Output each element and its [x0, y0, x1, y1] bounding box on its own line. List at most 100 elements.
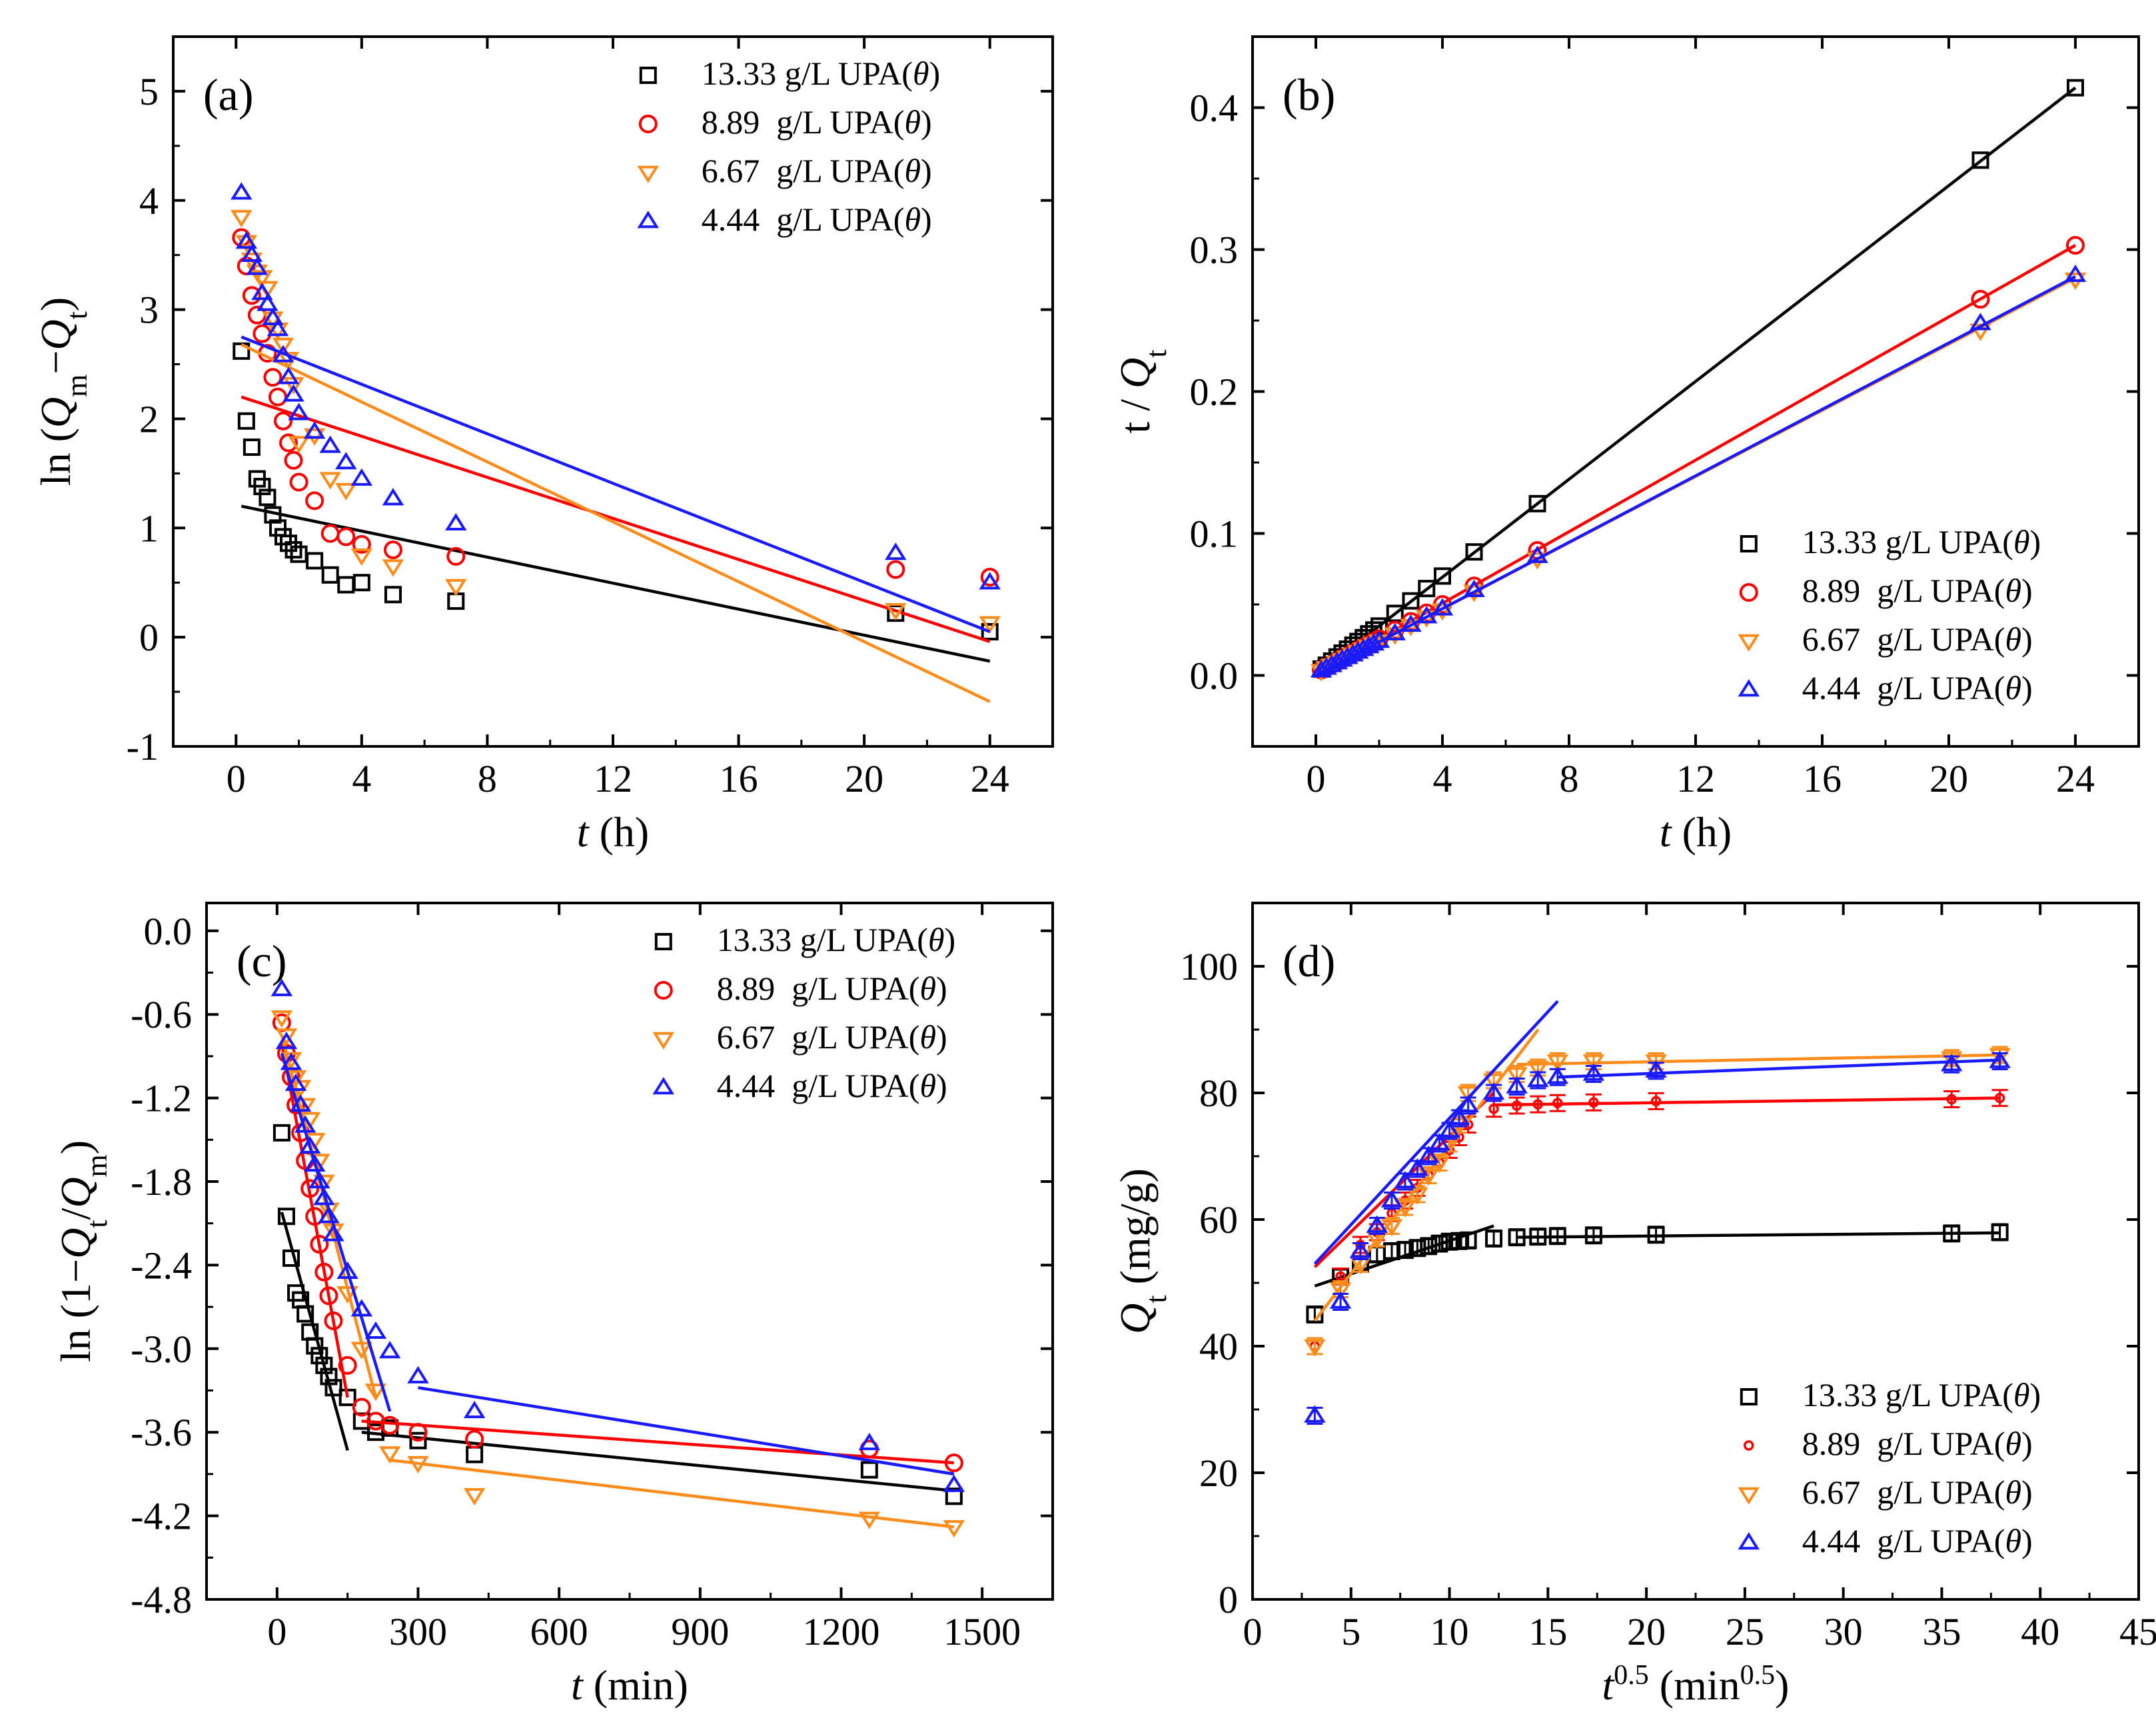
- legend-entry: 8.89 g/L UPA(θ): [1802, 572, 2033, 609]
- data-point: [886, 560, 905, 579]
- data-point: [320, 524, 340, 543]
- fit-line: [280, 1042, 349, 1398]
- data-point: [308, 1171, 330, 1189]
- data-point: [262, 311, 284, 329]
- data-point: [2066, 236, 2085, 255]
- data-point: [858, 1433, 881, 1451]
- data-point: [364, 1321, 387, 1339]
- data-point: [1506, 1076, 1528, 1094]
- data-point: [1396, 1241, 1414, 1259]
- data-point: [1511, 1100, 1522, 1111]
- data-point: [267, 319, 289, 337]
- data-point: [1450, 1232, 1468, 1250]
- panel-label: (d): [1283, 936, 1335, 986]
- data-point: [336, 1261, 358, 1280]
- y-tick-label: -3.6: [131, 1411, 192, 1454]
- legend: 13.33 g/L UPA(θ) 8.89 g/L UPA(θ) 6.67 g/L …: [1738, 1376, 2041, 1559]
- data-point: [275, 1028, 298, 1046]
- data-point: [1991, 1224, 2009, 1241]
- legend-entry: 13.33 g/L UPA(θ): [1802, 1376, 2041, 1413]
- data-point: [1459, 1232, 1477, 1250]
- data-point: [303, 421, 326, 439]
- data-point: [231, 210, 253, 228]
- legend: 13.33 g/L UPA(θ) 8.89 g/L UPA(θ) 6.67 g/L …: [1738, 523, 2041, 706]
- legend-marker: [1738, 634, 1760, 652]
- data-point: [1528, 494, 1546, 512]
- data-point: [259, 488, 276, 506]
- data-point: [1304, 1339, 1326, 1357]
- data-point: [382, 559, 404, 577]
- data-point: [380, 1415, 400, 1435]
- legend-entry: 13.33 g/L UPA(θ): [1802, 523, 2041, 560]
- data-point: [335, 452, 357, 470]
- y-tick-label: 0.3: [1190, 229, 1239, 272]
- data-point: [1582, 1054, 1605, 1072]
- y-axis-label: ln (1−Qt/Qm): [52, 1140, 113, 1362]
- legend-entry: 4.44 g/L UPA(θ): [1802, 1522, 2033, 1559]
- legend-entry: 6.67 g/L UPA(θ): [717, 1018, 947, 1056]
- legend-entry: 6.67 g/L UPA(θ): [1802, 1473, 2033, 1511]
- data-point: [336, 527, 356, 546]
- panel-label: (c): [237, 936, 286, 986]
- series-4: [1310, 264, 2087, 678]
- y-axis-label: t / Qt: [1111, 349, 1173, 433]
- plot-frame: [172, 35, 1054, 748]
- data-point: [257, 293, 278, 311]
- data-point: [277, 367, 300, 385]
- legend-entry: 8.89 g/L UPA(θ): [717, 970, 947, 1007]
- data-point: [1380, 1190, 1403, 1208]
- x-tick-label: 5: [1341, 1610, 1360, 1653]
- data-point: [241, 244, 263, 262]
- data-point: [262, 307, 284, 325]
- data-point: [1406, 1158, 1428, 1176]
- data-point: [1329, 1282, 1352, 1300]
- x-tick-label: 25: [1726, 1610, 1764, 1653]
- legend-marker: [639, 67, 657, 84]
- y-tick-label: 0.2: [1190, 371, 1239, 414]
- legend-marker: [1738, 1532, 1760, 1550]
- data-point: [1645, 1060, 1667, 1078]
- x-tick-label: 0: [1307, 757, 1326, 800]
- data-point: [1527, 1070, 1549, 1088]
- data-point: [364, 1383, 387, 1401]
- x-tick-label: 20: [845, 757, 883, 800]
- x-tick-label: 15: [1528, 1610, 1567, 1653]
- x-tick-label: 30: [1824, 1610, 1863, 1653]
- data-point: [407, 1365, 429, 1383]
- data-point: [1940, 1054, 1963, 1072]
- y-tick-label: 5: [139, 70, 159, 113]
- data-point: [1508, 1228, 1526, 1246]
- data-point: [320, 1367, 338, 1385]
- data-point: [318, 1206, 340, 1224]
- legend: 13.33 g/L UPA(θ) 8.89 g/L UPA(θ) 6.67 g/L …: [652, 921, 955, 1104]
- y-tick-label: -3.0: [131, 1327, 192, 1371]
- series-4: [270, 978, 965, 1492]
- panel-d: 0 5 10 15 20 25 30 35 40 45 0 20 40 60 80 100 (d) t0.5 (m…: [1111, 902, 2156, 1709]
- data-point: [945, 1487, 963, 1505]
- data-point: [338, 1355, 357, 1375]
- y-tick-label: 40: [1199, 1325, 1238, 1368]
- data-point: [858, 1511, 881, 1529]
- x-tick-label: 1200: [803, 1610, 880, 1653]
- x-tick-label: 20: [1627, 1610, 1666, 1653]
- data-point: [284, 1070, 307, 1088]
- plot-frame: [205, 902, 1054, 1601]
- data-point: [1463, 579, 1485, 597]
- data-point: [1485, 1230, 1503, 1248]
- x-tick-label: 40: [2021, 1610, 2059, 1653]
- y-tick-label: 0: [1219, 1578, 1238, 1621]
- legend-entry: 8.89 g/L UPA(θ): [702, 103, 932, 141]
- data-point: [314, 1262, 334, 1282]
- data-point: [981, 622, 999, 640]
- data-point: [1488, 1104, 1499, 1114]
- series-2: [232, 228, 999, 643]
- fit-line: [1320, 86, 2077, 672]
- data-point: [1420, 1237, 1438, 1255]
- data-point: [1448, 1108, 1470, 1126]
- data-point: [1552, 1098, 1563, 1108]
- data-point: [306, 1337, 324, 1355]
- data-point: [268, 387, 287, 407]
- data-point: [1430, 1235, 1448, 1253]
- data-point: [321, 566, 339, 584]
